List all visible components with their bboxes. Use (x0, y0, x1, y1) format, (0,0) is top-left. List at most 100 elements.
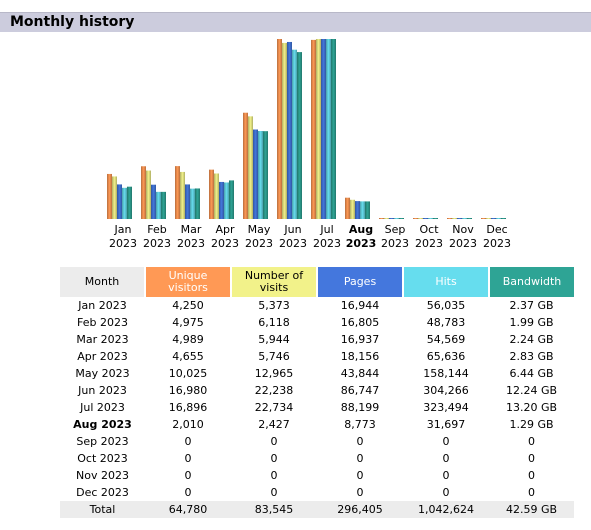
section-title: Monthly history (10, 14, 135, 30)
row-unique-visitors: 4,975 (172, 316, 204, 329)
row-number-of-visits: 0 (270, 486, 278, 499)
row-pages: 18,156 (340, 350, 380, 363)
table-row: Oct 2023 0 0 0 0 0 (60, 450, 574, 467)
row-number-of-visits: 5,746 (258, 350, 290, 363)
x-tick-month: May (248, 223, 271, 236)
row-month: Oct 2023 (77, 452, 128, 465)
table-header-row: Month Unique visitors Number of visits P… (60, 267, 574, 297)
row-bandwidth: 13.20 GB (505, 401, 558, 414)
x-tick-year: 2023 (211, 237, 239, 250)
bar-hits (394, 218, 399, 219)
row-month: Jun 2023 (78, 384, 127, 397)
row-pages: 16,937 (340, 333, 380, 346)
bar-pages (219, 181, 224, 219)
x-tick-month: Oct (419, 223, 439, 236)
row-number-of-visits: 0 (270, 469, 278, 482)
x-tick-year: 2023 (245, 237, 273, 250)
x-tick-month: Nov (452, 223, 474, 236)
total-hits: 1,042,624 (403, 501, 489, 518)
row-unique-visitors: 0 (184, 435, 192, 448)
row-bandwidth: 1.99 GB (509, 316, 554, 329)
x-tick-year: 2023 (449, 237, 477, 250)
bar-bw (501, 218, 506, 219)
row-number-of-visits: 5,944 (258, 333, 290, 346)
bar-hits (292, 49, 297, 219)
bar-nv (180, 171, 185, 219)
bar-pages (423, 218, 428, 219)
row-bandwidth: 0 (528, 469, 535, 482)
bar-pages (321, 39, 326, 219)
row-unique-visitors: 0 (184, 486, 192, 499)
bar-bw (263, 131, 268, 219)
x-tick-year: 2023 (177, 237, 205, 250)
bar-bw (399, 218, 404, 219)
header-bandwidth: Bandwidth (488, 267, 574, 297)
row-month: May 2023 (75, 367, 130, 380)
x-tick-year: 2023 (381, 237, 409, 250)
row-hits: 31,697 (426, 418, 466, 431)
row-hits: 158,144 (423, 367, 469, 380)
x-tick-year: 2023 (483, 237, 511, 250)
header-number-of-visits: Number of visits (230, 267, 317, 297)
x-tick-month: Aug (349, 223, 373, 236)
header-number-of-visits-line2: visits (259, 281, 289, 294)
bar-pages (457, 218, 462, 219)
bar-uv (175, 166, 180, 219)
x-tick-year: 2023 (279, 237, 307, 250)
row-bandwidth: 0 (528, 486, 535, 499)
bar-hits (428, 218, 433, 219)
bar-nv (282, 42, 287, 220)
bar-hits (496, 218, 501, 219)
bar-hits (224, 182, 229, 219)
total-label: Total (60, 501, 145, 518)
bar-hits (326, 39, 331, 219)
row-pages: 88,199 (340, 401, 380, 414)
bar-uv (209, 169, 214, 219)
row-number-of-visits: 22,238 (254, 384, 294, 397)
x-tick-month: Feb (147, 223, 166, 236)
bar-nv (248, 116, 253, 219)
row-unique-visitors: 4,655 (172, 350, 204, 363)
row-month: Aug 2023 (73, 418, 132, 431)
table-row: Jun 2023 16,980 22,238 86,747 304,266 12.24 G… (60, 382, 574, 399)
row-pages: 86,747 (340, 384, 380, 397)
row-hits: 65,636 (426, 350, 466, 363)
row-hits: 54,569 (426, 333, 466, 346)
x-tick-month: Jul (319, 223, 333, 236)
table-total-row: Total 64,780 83,545 296,405 1,042,624 42… (60, 501, 574, 518)
row-hits: 0 (442, 452, 450, 465)
bar-nv (112, 176, 117, 219)
bar-uv (107, 173, 112, 219)
row-pages: 0 (356, 486, 364, 499)
bar-uv (413, 218, 418, 219)
header-hits: Hits (402, 267, 489, 297)
row-bandwidth: 0 (528, 435, 535, 448)
bar-bw (433, 218, 438, 219)
x-tick-year: 2023 (143, 237, 171, 250)
row-pages: 0 (356, 469, 364, 482)
bar-bw (331, 39, 336, 219)
row-month: Jan 2023 (78, 299, 127, 312)
row-number-of-visits: 12,965 (254, 367, 294, 380)
x-tick-year: 2023 (346, 237, 377, 250)
header-month: Month (60, 267, 145, 297)
bar-nv (418, 218, 423, 219)
row-pages: 0 (356, 452, 364, 465)
x-tick-month: Mar (181, 223, 202, 236)
bar-bw (365, 201, 370, 219)
x-tick-month: Jun (283, 223, 301, 236)
row-month: Nov 2023 (76, 469, 129, 482)
table-row: Nov 2023 0 0 0 0 0 (60, 467, 574, 484)
bar-bw (195, 188, 200, 219)
bar-uv (141, 166, 146, 219)
bar-hits (258, 131, 263, 219)
row-month: Sep 2023 (76, 435, 129, 448)
header-unique-visitors-line1: Unique (168, 269, 208, 282)
bar-uv (447, 218, 452, 219)
bar-bw (467, 218, 472, 219)
bar-bw (161, 191, 166, 219)
row-hits: 0 (442, 469, 450, 482)
header-unique-visitors: Unique visitors (144, 267, 231, 297)
header-number-of-visits-line1: Number of (244, 269, 304, 282)
monthly-bar-chart: Jan2023Feb2023Mar2023Apr2023May2023Jun20… (107, 39, 511, 250)
